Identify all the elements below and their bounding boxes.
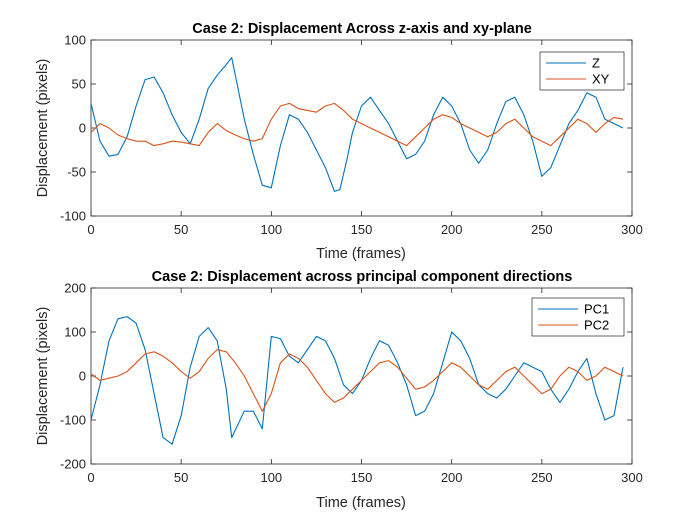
bottom-chart-x-tick-label: 100: [260, 470, 282, 485]
top-chart-x-tick-label: 300: [621, 222, 643, 237]
bottom-chart-x-tick-label: 300: [621, 470, 643, 485]
bottom-chart-y-tick-label: 0: [79, 369, 86, 384]
bottom-chart-legend-label: PC2: [584, 318, 609, 333]
top-chart-x-tick-label: 0: [87, 222, 94, 237]
bottom-chart-x-ticks: 0 50 100 150 200 250 300: [87, 288, 643, 485]
bottom-chart-x-axis-label: Time (frames): [316, 495, 406, 511]
top-chart-x-tick-label: 150: [351, 222, 373, 237]
bottom-chart-panel: Case 2: Displacement across principal co…: [35, 269, 643, 511]
top-chart-y-ticks: -100 -50 0 50 100: [60, 33, 632, 224]
bottom-chart-y-tick-label: -100: [60, 413, 86, 428]
bottom-chart-y-tick-label: 200: [64, 281, 86, 296]
top-chart-x-tick-label: 50: [174, 222, 188, 237]
bottom-chart-series: [90, 316, 624, 445]
bottom-chart-x-tick-label: 250: [531, 470, 553, 485]
top-chart-y-tick-label: -50: [67, 165, 86, 180]
top-chart-legend-label: XY: [592, 72, 610, 87]
bottom-chart-series-line-pc2: [90, 349, 624, 412]
top-chart-legend-box: [539, 51, 625, 91]
bottom-chart-y-axis-label: Displacement (pixels): [35, 307, 51, 446]
top-chart-series-line-z: [90, 57, 624, 192]
bottom-chart-legend-box: [531, 297, 625, 337]
top-chart-x-ticks: 0 50 100 150 200 250 300: [87, 40, 643, 237]
top-chart-x-tick-label: 100: [260, 222, 282, 237]
bottom-chart-y-tick-label: -200: [60, 457, 86, 472]
bottom-chart-x-tick-label: 50: [174, 470, 188, 485]
bottom-chart-x-tick-label: 150: [351, 470, 373, 485]
top-chart-x-tick-label: 200: [441, 222, 463, 237]
bottom-chart-x-tick-label: 200: [441, 470, 463, 485]
bottom-chart-title: Case 2: Displacement across principal co…: [152, 269, 573, 285]
top-chart-x-axis-label: Time (frames): [316, 246, 406, 262]
bottom-chart-series-line-pc1: [90, 316, 624, 445]
top-chart-title: Case 2: Displacement Across z-axis and x…: [192, 21, 532, 37]
top-chart-panel: Case 2: Displacement Across z-axis and x…: [35, 21, 643, 262]
top-chart-legend-label: Z: [592, 56, 600, 71]
top-chart-legend: ZXY: [539, 51, 625, 91]
top-chart-y-tick-label: 50: [72, 77, 86, 92]
bottom-chart-x-tick-label: 0: [87, 470, 94, 485]
top-chart-series: [90, 57, 624, 192]
top-chart-y-tick-label: 0: [79, 121, 86, 136]
top-chart-x-tick-label: 250: [531, 222, 553, 237]
top-chart-y-tick-label: -100: [60, 209, 86, 224]
bottom-chart-y-tick-label: 100: [64, 325, 86, 340]
top-chart-y-tick-label: 100: [64, 33, 86, 48]
bottom-chart-y-ticks: -200 -100 0 100 200: [60, 281, 632, 472]
bottom-chart-legend-label: PC1: [584, 302, 609, 317]
top-chart-series-line-xy: [90, 102, 624, 147]
top-chart-y-axis-label: Displacement (pixels): [35, 59, 51, 198]
